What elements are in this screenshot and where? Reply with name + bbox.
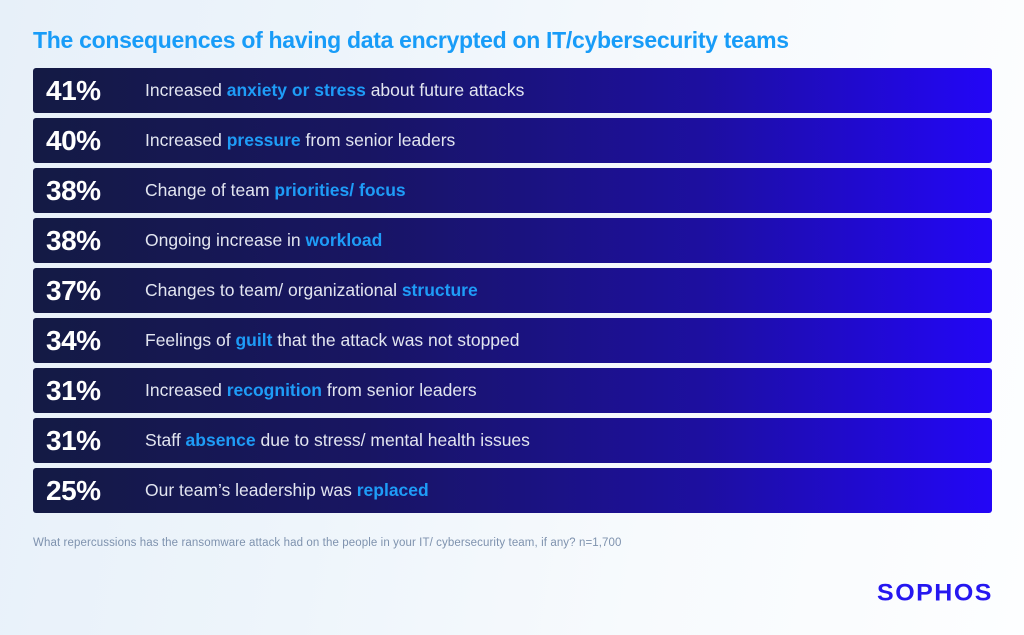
bar-row-structure: 37% Changes to team/ organizational stru…: [33, 268, 992, 313]
bar-row-anxiety: 41% Increased anxiety or stress about fu…: [33, 68, 992, 113]
bar-row-priorities: 38% Change of team priorities/ focus: [33, 168, 992, 213]
bar-label: Our team’s leadership was replaced: [145, 480, 429, 501]
label-highlight: guilt: [235, 330, 273, 350]
label-highlight: structure: [401, 280, 478, 300]
bar-row-workload: 38% Ongoing increase in workload: [33, 218, 992, 263]
label-text: Ongoing increase in: [145, 230, 306, 250]
bar-percent: 25%: [46, 474, 101, 506]
bar-row-recognition: 31% Increased recognition from senior le…: [33, 368, 992, 413]
label-text: that the attack was not stopped: [272, 330, 520, 350]
label-text: Increased: [145, 130, 227, 150]
survey-question-footnote: What repercussions has the ransomware at…: [33, 537, 622, 549]
bar-label: Increased recognition from senior leader…: [145, 380, 477, 401]
label-highlight: anxiety or stress: [226, 80, 366, 100]
bar-label: Changes to team/ organizational structur…: [145, 280, 478, 301]
bar-percent: 37%: [46, 274, 101, 306]
bar-label: Increased pressure from senior leaders: [145, 130, 455, 151]
label-text: Changes to team/ organizational: [145, 280, 402, 300]
bar-row-replaced: 25% Our team’s leadership was replaced: [33, 468, 992, 513]
bar-percent: 40%: [46, 124, 101, 156]
sophos-logo: SOPHOS: [877, 579, 993, 607]
label-text: from senior leaders: [300, 130, 456, 150]
label-text: Increased: [145, 80, 227, 100]
label-text: Feelings of: [145, 330, 236, 350]
label-highlight: replaced: [356, 480, 429, 500]
label-text: due to stress/ mental health issues: [255, 430, 530, 450]
bar-percent: 34%: [46, 324, 101, 356]
label-highlight: priorities/ focus: [274, 180, 406, 200]
label-highlight: absence: [185, 430, 256, 450]
label-text: Increased: [145, 380, 227, 400]
bar-row-absence: 31% Staff absence due to stress/ mental …: [33, 418, 992, 463]
page-title: The consequences of having data encrypte…: [33, 27, 789, 53]
bar-percent: 41%: [46, 74, 101, 106]
label-highlight: recognition: [226, 380, 322, 400]
bar-percent: 31%: [46, 424, 101, 456]
label-text: Staff: [145, 430, 186, 450]
label-text: Our team’s leadership was: [145, 480, 357, 500]
bar-percent: 38%: [46, 224, 101, 256]
bar-label: Feelings of guilt that the attack was no…: [145, 330, 520, 351]
bar-percent: 31%: [46, 374, 101, 406]
bar-row-guilt: 34% Feelings of guilt that the attack wa…: [33, 318, 992, 363]
label-text: Change of team: [145, 180, 275, 200]
bar-label: Increased anxiety or stress about future…: [145, 80, 524, 101]
bar-label: Ongoing increase in workload: [145, 230, 382, 251]
label-text: from senior leaders: [322, 380, 477, 400]
bar-row-pressure: 40% Increased pressure from senior leade…: [33, 118, 992, 163]
label-highlight: pressure: [226, 130, 301, 150]
label-highlight: workload: [305, 230, 383, 250]
bar-chart: 41% Increased anxiety or stress about fu…: [33, 68, 992, 513]
label-text: about future attacks: [365, 80, 525, 100]
bar-label: Staff absence due to stress/ mental heal…: [145, 430, 530, 451]
bar-label: Change of team priorities/ focus: [145, 180, 406, 201]
bar-percent: 38%: [46, 174, 101, 206]
